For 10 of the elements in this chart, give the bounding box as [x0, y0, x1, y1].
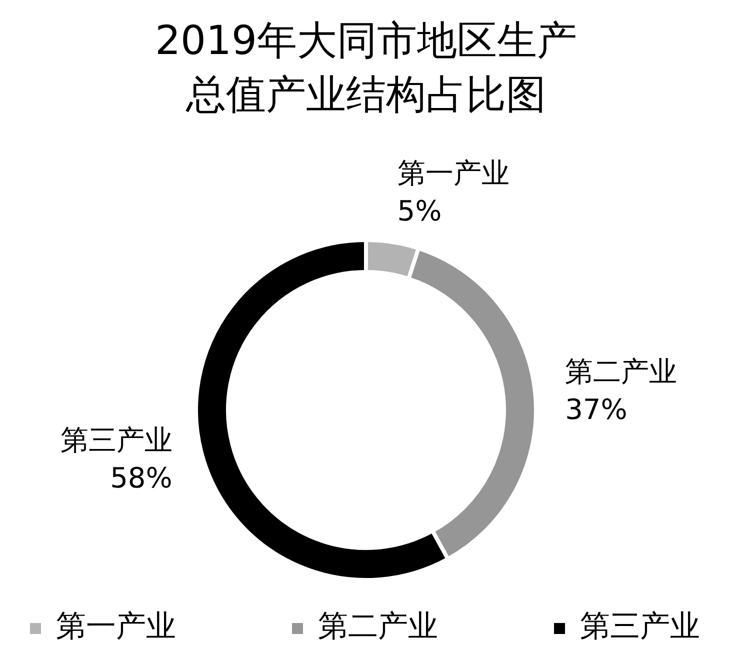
legend-label: 第三产业: [580, 609, 700, 644]
slice-label: 第二产业: [565, 355, 678, 388]
data-label: 5%: [397, 194, 442, 228]
chart-title: 2019年大同市地区生产总值产业结构占比图: [155, 18, 577, 118]
data-label: 58%: [110, 462, 172, 495]
slice-label: 第一产业: [397, 156, 510, 190]
slice-label: 第三产业: [60, 424, 172, 457]
data-label: 37%: [565, 393, 628, 426]
legend-label: 第一产业: [56, 609, 176, 644]
legend-label: 第二产业: [318, 609, 438, 644]
